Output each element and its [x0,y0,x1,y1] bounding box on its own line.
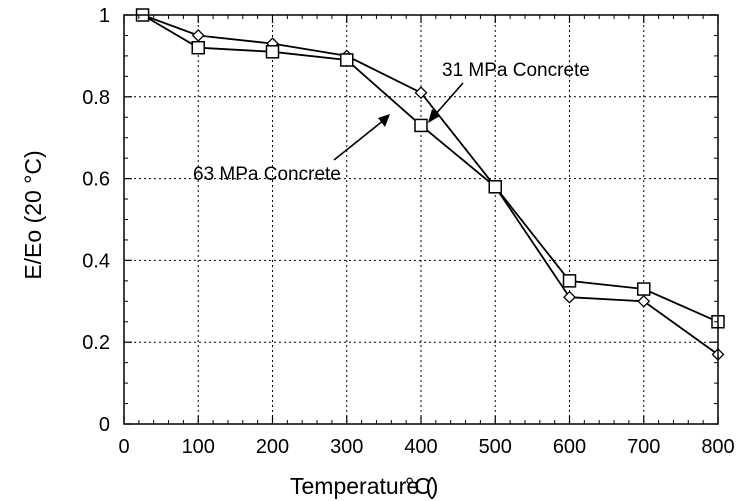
y-tick-label: 0.6 [82,169,110,191]
square-marker [562,274,577,288]
x-tick-label: 200 [256,436,289,458]
square-marker [414,118,428,133]
arrow-63mpa-head [378,114,390,127]
y-tick-label: 0.8 [82,87,110,109]
series-markers [135,8,725,361]
y-tick-labels: 0 0.2 0.4 0.6 0.8 1 [82,5,110,436]
diamond-marker [637,294,651,308]
y-tick-label: 0 [99,414,110,436]
square-marker [340,53,354,67]
y-tick-label: 0.2 [82,332,110,354]
x-tick-label: 800 [701,436,734,458]
diamond-marker [563,290,576,304]
x-tick-labels: 0 100 200 300 400 500 600 700 800 [118,436,734,458]
square-marker [191,40,205,55]
x-axis-unit: °C) [405,473,438,499]
square-marker [265,45,280,59]
arrow-31mpa-line [433,82,464,117]
x-tick-label: 700 [627,436,660,458]
x-tick-label: 300 [330,436,363,458]
y-tick-label: 1 [99,5,110,27]
x-tick-label: 0 [118,436,129,458]
y-tick-label: 0.4 [82,250,110,272]
annotation-arrows [333,82,464,161]
annotation-31mpa: 31 MPa Concrete [442,60,590,81]
y-axis-title: E/Eo (20 °C) [20,150,46,279]
grid [124,15,718,424]
diamond-marker [414,86,428,100]
x-tick-label: 500 [479,436,512,458]
axis-ticks [123,14,719,425]
arrow-63mpa-line [333,119,385,161]
arrow-31mpa-head [428,109,440,123]
x-tick-label: 100 [182,436,215,458]
square-marker [637,282,651,296]
x-axis-title: Temperature ( [290,473,434,499]
x-tick-label: 600 [553,436,586,458]
diamond-marker [191,29,205,42]
x-tick-label: 400 [404,436,437,458]
annotation-63mpa: 63 MPa Concrete [193,164,341,185]
square-marker [488,180,502,194]
